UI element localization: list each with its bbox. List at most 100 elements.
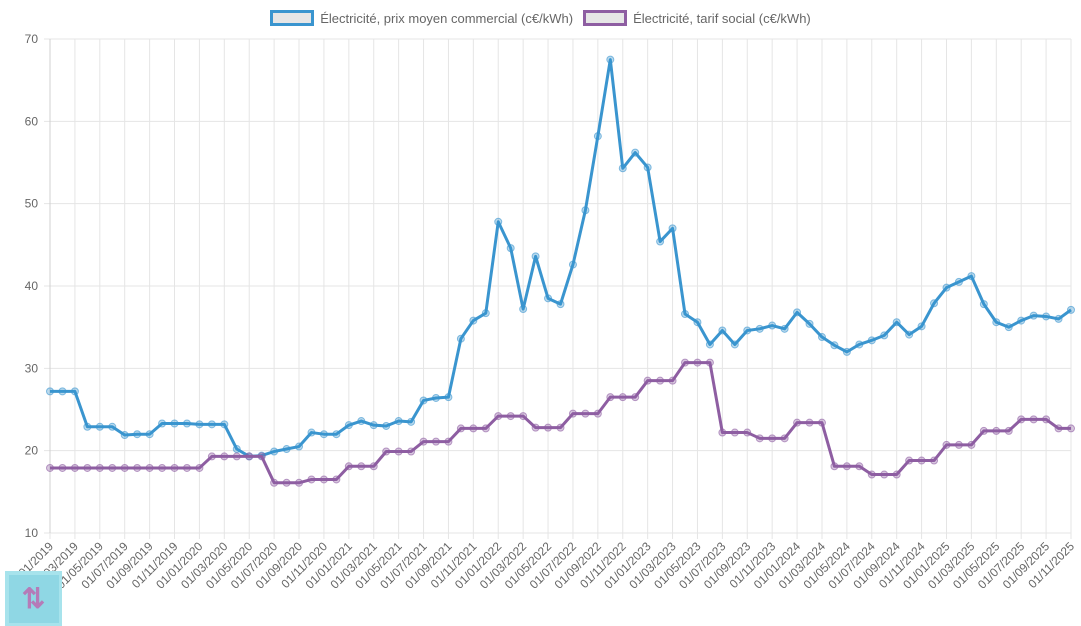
data-point <box>544 423 553 432</box>
legend-swatch-commercial <box>270 10 315 26</box>
data-point <box>892 470 901 479</box>
data-point <box>880 470 889 479</box>
data-point <box>830 341 839 350</box>
data-point <box>755 434 764 443</box>
data-point <box>270 447 279 456</box>
data-point <box>1054 314 1063 323</box>
data-point <box>556 300 565 309</box>
data-point <box>905 330 914 339</box>
data-point <box>170 419 179 428</box>
data-point <box>880 331 889 340</box>
data-point <box>344 462 353 471</box>
data-point <box>307 475 316 484</box>
data-point <box>182 419 191 428</box>
data-point <box>531 252 540 261</box>
y-tick-label: 60 <box>25 114 39 128</box>
data-point <box>444 393 453 402</box>
data-point <box>656 376 665 385</box>
data-point <box>58 463 67 472</box>
data-point <box>967 272 976 281</box>
data-point <box>693 358 702 367</box>
data-point <box>743 428 752 437</box>
data-point <box>494 412 503 421</box>
data-point <box>867 336 876 345</box>
data-point <box>95 463 104 472</box>
data-point <box>606 393 615 402</box>
legend-item-social[interactable]: Électricité, tarif social (c€/kWh) <box>583 10 811 26</box>
data-point <box>992 426 1001 435</box>
data-point <box>867 470 876 479</box>
data-point <box>892 318 901 327</box>
data-point <box>382 447 391 456</box>
data-point <box>593 132 602 141</box>
y-tick-label: 40 <box>25 279 39 293</box>
data-point <box>568 409 577 418</box>
data-point <box>1029 415 1038 424</box>
data-point <box>718 428 727 437</box>
swap-axes-button[interactable]: ⇅ <box>5 571 62 626</box>
data-point <box>481 309 490 318</box>
data-point <box>245 452 254 461</box>
data-point <box>270 478 279 487</box>
swap-vertical-arrows-icon: ⇅ <box>8 574 59 623</box>
data-point <box>954 277 963 286</box>
legend-item-commercial[interactable]: Électricité, prix moyen commercial (c€/k… <box>270 10 573 26</box>
data-point <box>593 409 602 418</box>
data-point <box>768 321 777 330</box>
data-point <box>681 309 690 318</box>
data-point <box>357 417 366 426</box>
data-point <box>332 475 341 484</box>
data-point <box>718 326 727 335</box>
data-point <box>519 412 528 421</box>
data-point <box>46 463 54 472</box>
data-point <box>83 463 92 472</box>
data-point <box>643 376 652 385</box>
data-point <box>257 452 266 461</box>
data-point <box>780 434 789 443</box>
data-point <box>195 463 204 472</box>
data-point <box>456 334 465 343</box>
data-point <box>755 324 764 333</box>
data-point <box>817 418 826 427</box>
data-point <box>133 463 142 472</box>
data-point <box>531 423 540 432</box>
data-point <box>456 424 465 433</box>
data-point <box>83 422 92 431</box>
data-point <box>58 387 67 396</box>
data-point <box>444 437 453 446</box>
data-point <box>407 447 416 456</box>
data-point <box>967 440 976 449</box>
data-point <box>568 260 577 269</box>
series-line-1 <box>50 361 1071 485</box>
data-point <box>705 340 714 349</box>
data-point <box>108 463 117 472</box>
y-tick-label: 70 <box>25 32 39 46</box>
data-point <box>506 244 515 253</box>
data-point <box>855 340 864 349</box>
data-point <box>805 319 814 328</box>
series-line-0 <box>50 58 1072 458</box>
data-point <box>431 393 440 402</box>
legend-swatch-social <box>583 10 628 26</box>
data-point <box>631 393 640 402</box>
data-point <box>942 440 951 449</box>
data-point <box>805 418 814 427</box>
data-point <box>842 462 851 471</box>
data-point <box>469 316 478 325</box>
data-point <box>618 164 627 173</box>
data-point <box>1042 415 1051 424</box>
data-point <box>158 463 167 472</box>
data-point <box>1029 311 1038 320</box>
data-point <box>618 393 627 402</box>
data-point <box>369 421 378 430</box>
data-point <box>581 206 590 215</box>
data-point <box>295 442 304 451</box>
y-tick-label: 20 <box>25 444 39 458</box>
data-point <box>1067 424 1075 433</box>
data-point <box>705 358 714 367</box>
y-tick-label: 50 <box>25 197 39 211</box>
data-point <box>46 387 54 396</box>
legend-label-social: Électricité, tarif social (c€/kWh) <box>633 10 811 26</box>
data-point <box>319 475 328 484</box>
data-point <box>419 437 428 446</box>
